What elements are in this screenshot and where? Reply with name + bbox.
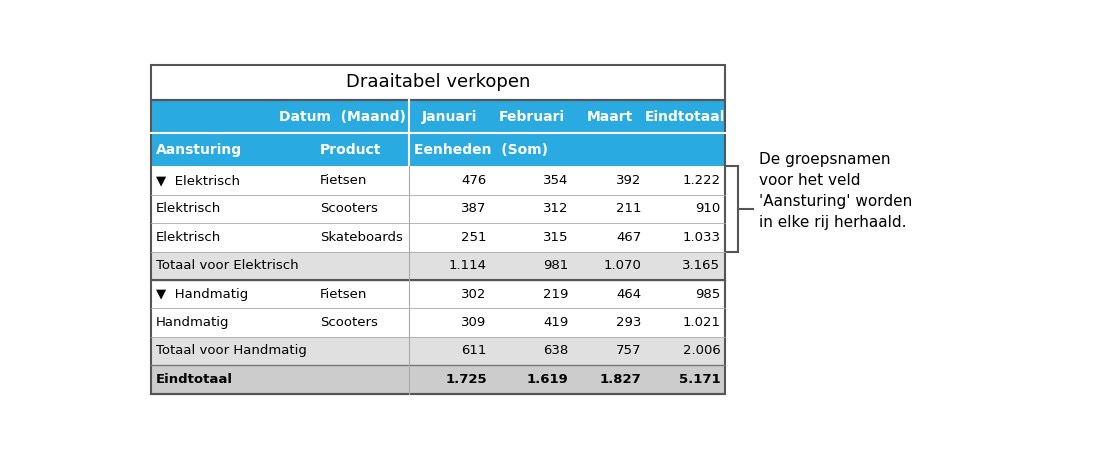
Bar <box>151 100 725 394</box>
Text: 1.619: 1.619 <box>527 373 569 386</box>
Text: Handmatig: Handmatig <box>156 316 230 329</box>
Text: 1.070: 1.070 <box>603 259 642 272</box>
Text: Aansturing: Aansturing <box>156 143 242 157</box>
Bar <box>151 223 725 252</box>
Text: Totaal voor Elektrisch: Totaal voor Elektrisch <box>156 259 298 272</box>
Bar <box>151 365 725 394</box>
Text: 219: 219 <box>544 288 569 301</box>
Text: Eindtotaal: Eindtotaal <box>156 373 233 386</box>
Text: Elektrisch: Elektrisch <box>156 202 221 216</box>
Bar <box>151 65 725 100</box>
Bar <box>151 100 725 133</box>
Text: Maart: Maart <box>587 109 632 123</box>
Text: 1.021: 1.021 <box>683 316 720 329</box>
Text: 910: 910 <box>695 202 720 216</box>
Text: ▼  Elektrisch: ▼ Elektrisch <box>156 174 240 187</box>
Text: Datum  (Maand): Datum (Maand) <box>278 109 406 123</box>
Text: 1.827: 1.827 <box>600 373 642 386</box>
Text: ▼  Handmatig: ▼ Handmatig <box>156 288 249 301</box>
Text: 419: 419 <box>544 316 569 329</box>
Text: 1.114: 1.114 <box>449 259 486 272</box>
Text: Februari: Februari <box>498 109 565 123</box>
Text: 1.725: 1.725 <box>445 373 486 386</box>
Bar <box>151 195 725 223</box>
Text: 392: 392 <box>617 174 642 187</box>
Text: 251: 251 <box>461 231 486 244</box>
Text: 5.171: 5.171 <box>678 373 720 386</box>
Text: 387: 387 <box>461 202 486 216</box>
Text: Januari: Januari <box>422 109 477 123</box>
Text: 293: 293 <box>617 316 642 329</box>
Text: 1.033: 1.033 <box>683 231 720 244</box>
Text: Scooters: Scooters <box>320 202 378 216</box>
Text: Draaitabel verkopen: Draaitabel verkopen <box>346 74 530 91</box>
Text: 464: 464 <box>617 288 642 301</box>
Text: 467: 467 <box>617 231 642 244</box>
Bar <box>151 308 725 337</box>
Bar <box>151 337 725 365</box>
Text: 315: 315 <box>544 231 569 244</box>
Text: 354: 354 <box>544 174 569 187</box>
Text: 1.222: 1.222 <box>682 174 720 187</box>
Text: Eindtotaal: Eindtotaal <box>645 109 726 123</box>
Text: 638: 638 <box>544 345 569 357</box>
Bar <box>151 280 725 308</box>
Bar <box>151 166 725 195</box>
Text: 211: 211 <box>615 202 642 216</box>
Text: Eenheden  (Som): Eenheden (Som) <box>414 143 548 157</box>
Text: Scooters: Scooters <box>320 316 378 329</box>
Text: 981: 981 <box>544 259 569 272</box>
Bar <box>151 65 725 100</box>
Text: 985: 985 <box>695 288 720 301</box>
Text: 309: 309 <box>462 316 486 329</box>
Text: 3.165: 3.165 <box>683 259 720 272</box>
Text: Totaal voor Handmatig: Totaal voor Handmatig <box>156 345 307 357</box>
Text: 757: 757 <box>615 345 642 357</box>
Text: 2.006: 2.006 <box>683 345 720 357</box>
Text: Elektrisch: Elektrisch <box>156 231 221 244</box>
Text: Skateboards: Skateboards <box>320 231 403 244</box>
Text: 476: 476 <box>462 174 486 187</box>
Text: 312: 312 <box>544 202 569 216</box>
Bar <box>151 252 725 280</box>
Text: 611: 611 <box>461 345 486 357</box>
Text: De groepsnamen
voor het veld
'Aansturing' worden
in elke rij herhaald.: De groepsnamen voor het veld 'Aansturing… <box>759 153 913 231</box>
Bar <box>151 133 725 166</box>
Text: Product: Product <box>320 143 381 157</box>
Text: 302: 302 <box>461 288 486 301</box>
Text: Fietsen: Fietsen <box>320 174 368 187</box>
Text: Fietsen: Fietsen <box>320 288 368 301</box>
